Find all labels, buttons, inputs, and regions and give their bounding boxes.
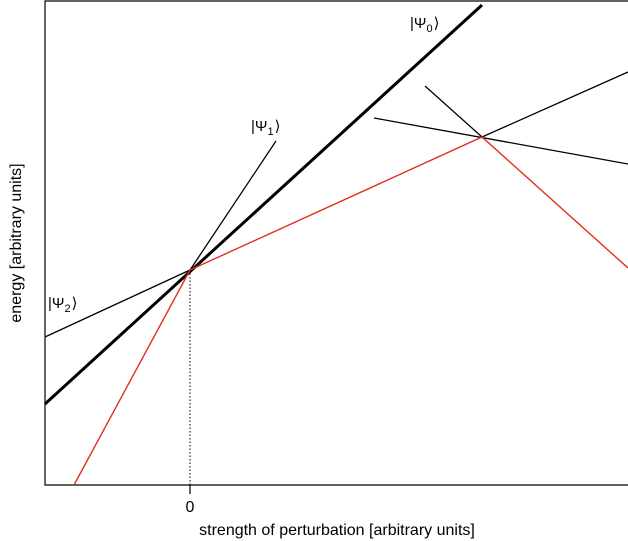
psi0-level-line: [43, 3, 484, 406]
plot-frame: [44, 0, 628, 486]
psi1-label: |Ψ1⟩: [251, 118, 280, 138]
x-axis-label: strength of perturbation [arbitrary unit…: [199, 522, 475, 539]
psi1-level-line: [189, 140, 277, 271]
falling-level-line: [373, 117, 628, 165]
psi0-label: |Ψ0⟩: [410, 15, 439, 35]
psi2-level-line: [44, 269, 191, 338]
short-steep-level-line: [424, 85, 483, 138]
ground-state-line: [73, 136, 628, 486]
x-tick-label-zero: 0: [186, 499, 195, 516]
y-axis-label: energy [arbitrary units]: [8, 163, 25, 322]
psi2-label: |Ψ2⟩: [48, 295, 77, 315]
upper-right-level-line: [481, 71, 628, 138]
